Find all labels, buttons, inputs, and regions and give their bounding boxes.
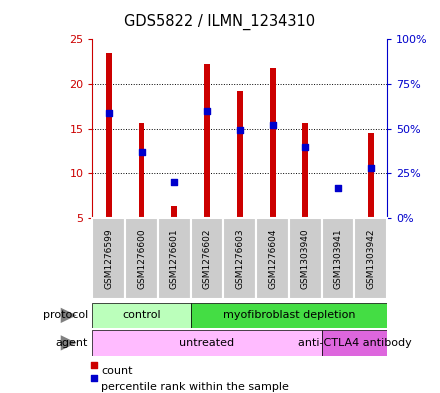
Point	[302, 143, 309, 150]
Point	[334, 185, 341, 191]
Point	[269, 122, 276, 128]
Text: protocol: protocol	[43, 310, 88, 320]
Bar	[191, 303, 387, 328]
Point	[367, 165, 374, 171]
Text: anti-CTLA4 antibody: anti-CTLA4 antibody	[297, 338, 411, 348]
Bar	[92, 218, 125, 299]
Text: GSM1276599: GSM1276599	[104, 228, 113, 289]
Text: percentile rank within the sample: percentile rank within the sample	[101, 382, 289, 392]
Point	[236, 127, 243, 134]
Bar	[204, 64, 210, 218]
Text: count: count	[101, 366, 133, 376]
Text: GSM1303940: GSM1303940	[301, 228, 310, 289]
Bar	[106, 53, 112, 218]
Text: GSM1276602: GSM1276602	[202, 228, 212, 288]
Polygon shape	[61, 335, 77, 351]
Bar	[139, 123, 144, 218]
Bar	[92, 303, 191, 328]
Text: GSM1276601: GSM1276601	[170, 228, 179, 289]
Polygon shape	[61, 308, 77, 323]
Bar	[322, 330, 387, 356]
Text: GSM1303941: GSM1303941	[334, 228, 343, 289]
Point	[171, 179, 178, 185]
Text: GSM1276603: GSM1276603	[235, 228, 244, 289]
Bar	[92, 330, 322, 356]
Text: GSM1303942: GSM1303942	[367, 228, 375, 288]
Text: untreated: untreated	[180, 338, 235, 348]
Bar	[322, 218, 355, 299]
Point	[204, 108, 211, 114]
Bar	[224, 218, 256, 299]
Text: GSM1276600: GSM1276600	[137, 228, 146, 289]
Bar	[191, 218, 224, 299]
Text: GSM1276604: GSM1276604	[268, 228, 277, 288]
Point	[90, 362, 97, 368]
Text: agent: agent	[55, 338, 88, 348]
Bar	[237, 91, 243, 218]
Bar	[256, 218, 289, 299]
Point	[105, 110, 112, 116]
Text: control: control	[122, 310, 161, 320]
Bar	[355, 218, 387, 299]
Point	[138, 149, 145, 155]
Bar	[335, 218, 341, 220]
Bar	[289, 218, 322, 299]
Bar	[368, 133, 374, 218]
Text: GDS5822 / ILMN_1234310: GDS5822 / ILMN_1234310	[125, 14, 315, 30]
Bar	[171, 206, 177, 218]
Point	[90, 375, 97, 381]
Bar	[158, 218, 191, 299]
Bar	[302, 123, 308, 218]
Bar	[270, 68, 275, 218]
Bar	[125, 218, 158, 299]
Text: myofibroblast depletion: myofibroblast depletion	[223, 310, 355, 320]
